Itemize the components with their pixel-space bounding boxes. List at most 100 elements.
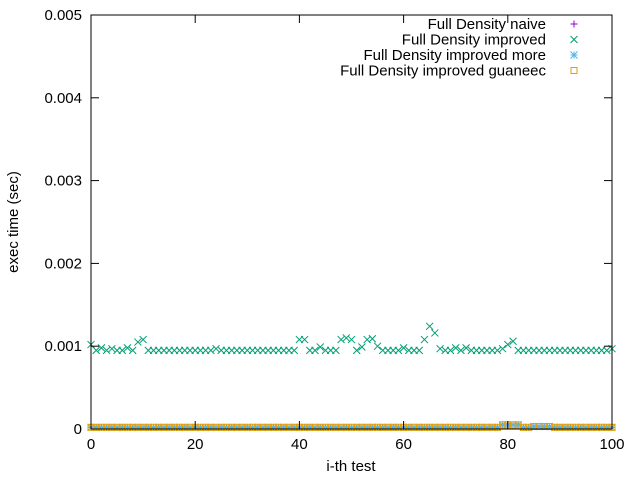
data-point (290, 423, 298, 431)
data-point (420, 423, 428, 431)
data-point (170, 423, 179, 432)
legend-marker (570, 20, 578, 28)
data-point (545, 422, 554, 431)
data-point (493, 423, 501, 431)
data-point (217, 423, 225, 431)
data-point (222, 423, 230, 431)
data-point (473, 423, 481, 431)
data-point (415, 346, 424, 355)
data-point (566, 423, 575, 432)
legend-marker (570, 35, 578, 44)
data-point (389, 423, 397, 431)
data-point (373, 342, 382, 351)
data-point (384, 423, 392, 432)
data-point (509, 337, 517, 346)
data-point (97, 423, 105, 431)
data-point (561, 423, 569, 431)
data-point (358, 423, 366, 431)
data-point (348, 423, 355, 431)
data-point (92, 423, 101, 432)
data-point (233, 423, 241, 432)
data-point (118, 346, 127, 355)
data-point (556, 423, 564, 432)
data-point (201, 423, 210, 432)
data-point (165, 423, 173, 431)
data-point (311, 346, 319, 355)
data-point (441, 423, 450, 432)
data-point (269, 423, 277, 431)
data-point (498, 344, 507, 353)
data-point (180, 423, 189, 432)
series-3-points (87, 421, 616, 431)
data-point (535, 422, 543, 431)
data-point (113, 423, 121, 431)
legend-label: Full Density improved more (363, 47, 546, 64)
data-point (394, 423, 403, 432)
x-tick-label: 20 (187, 436, 204, 453)
data-point (551, 423, 559, 431)
data-point (566, 423, 574, 431)
data-point (540, 422, 549, 431)
data-point (525, 423, 533, 431)
data-point (519, 423, 528, 432)
data-point (175, 423, 184, 432)
data-point (509, 421, 517, 429)
data-point (529, 422, 538, 431)
data-point (415, 423, 423, 431)
data-point (524, 423, 533, 432)
data-point (129, 423, 137, 431)
data-point (254, 423, 262, 431)
data-point (358, 423, 366, 432)
x-axis-label: i-th test (326, 458, 376, 475)
data-point (467, 423, 476, 432)
data-point (144, 423, 152, 431)
data-point (305, 423, 314, 432)
data-point (587, 423, 595, 431)
data-point (243, 423, 251, 431)
data-point (92, 423, 100, 431)
data-point (603, 423, 611, 431)
data-point (451, 423, 460, 432)
data-point (436, 344, 444, 353)
data-point (431, 423, 439, 432)
data-point (342, 423, 351, 432)
data-point (269, 423, 278, 432)
data-point (102, 423, 111, 432)
data-point (436, 423, 444, 431)
x-tick-label: 60 (395, 436, 412, 453)
data-point (108, 423, 116, 431)
data-point (509, 421, 517, 429)
series-2-points (87, 421, 616, 432)
data-point (97, 423, 106, 432)
data-point (103, 423, 111, 431)
data-point (488, 423, 496, 431)
data-point (139, 335, 147, 344)
data-point (462, 423, 470, 432)
data-point (259, 423, 267, 431)
data-point (472, 423, 481, 432)
data-point (227, 423, 236, 432)
data-point (311, 423, 319, 431)
data-point (186, 423, 194, 432)
data-point (514, 421, 523, 429)
data-point (431, 423, 439, 431)
data-point (332, 423, 340, 431)
data-point (123, 423, 132, 432)
data-point (451, 344, 460, 352)
y-tick-label: 0.005 (44, 7, 82, 24)
data-point (128, 423, 137, 432)
legend-marker (570, 67, 578, 74)
data-point (503, 340, 512, 349)
data-point (118, 423, 127, 432)
data-point (280, 423, 288, 431)
data-point (160, 423, 168, 432)
data-point (550, 423, 559, 432)
data-point (452, 423, 460, 431)
data-point (561, 423, 569, 432)
data-point (176, 423, 184, 431)
data-point (436, 423, 444, 432)
data-point (238, 423, 246, 431)
data-point (493, 423, 502, 432)
data-point (337, 335, 345, 344)
data-point (321, 423, 330, 432)
